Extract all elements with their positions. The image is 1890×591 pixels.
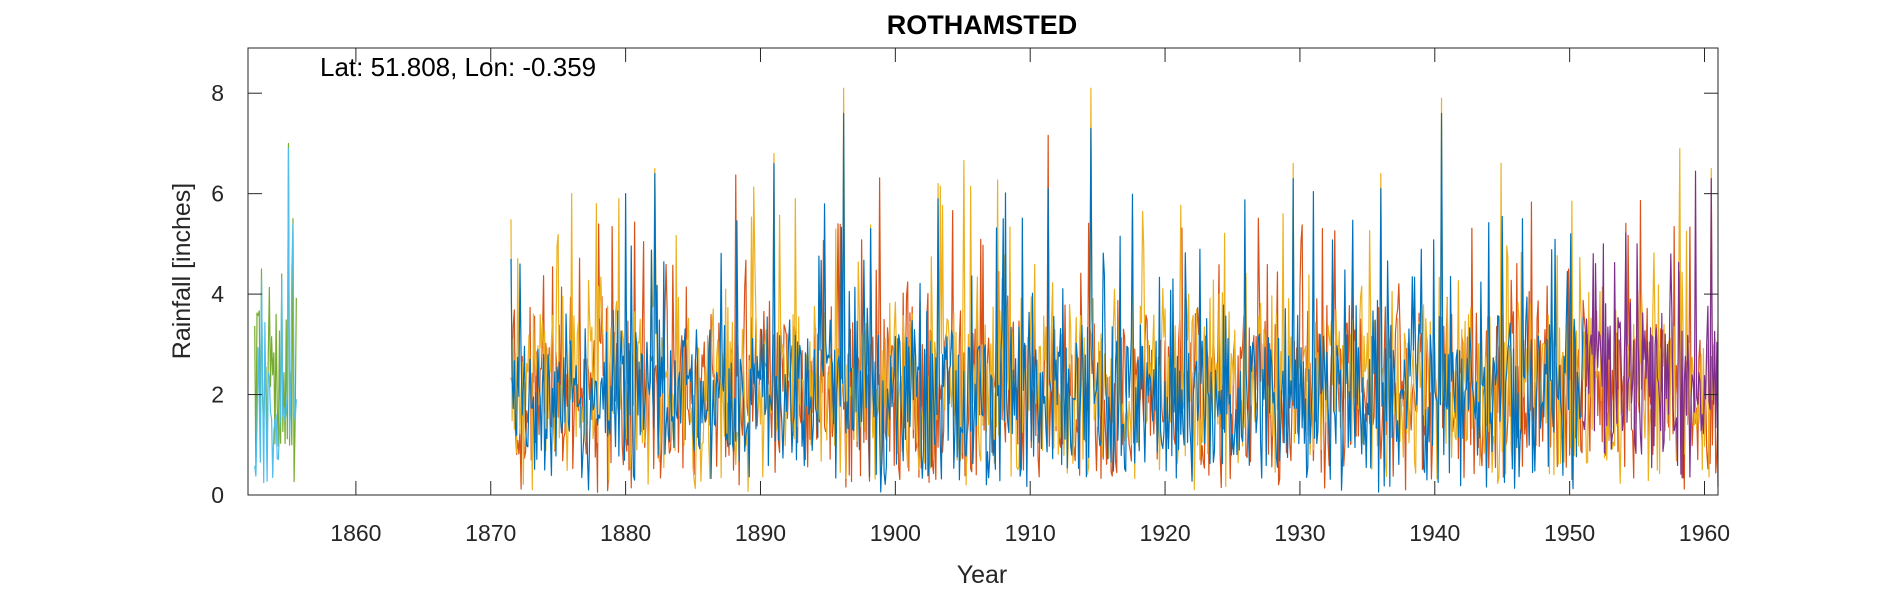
x-tick-label: 1880 bbox=[600, 520, 651, 546]
x-axis-label: Year bbox=[957, 561, 1008, 589]
x-tick-label: 1960 bbox=[1679, 520, 1730, 546]
series-line-2 bbox=[510, 134, 1719, 493]
series-layer bbox=[254, 87, 1719, 493]
chart-title: ROTHAMSTED bbox=[887, 10, 1078, 40]
series-line-1 bbox=[254, 147, 297, 484]
x-tick-label: 1940 bbox=[1409, 520, 1460, 546]
y-tick-label: 0 bbox=[211, 482, 224, 508]
y-tick-label: 6 bbox=[211, 181, 224, 207]
series-line-3 bbox=[510, 87, 1719, 492]
y-tick-label: 4 bbox=[211, 281, 224, 307]
y-axis-label: Rainfall [inches] bbox=[168, 183, 196, 359]
x-axis: 1860 1870 1880 1890 1900 1910 1920 1930 1940 1950… bbox=[330, 48, 1730, 546]
y-tick-label: 8 bbox=[211, 80, 224, 106]
x-tick-label: 1890 bbox=[735, 520, 786, 546]
x-tick-label: 1910 bbox=[1005, 520, 1056, 546]
y-tick-label: 2 bbox=[211, 382, 224, 408]
series-line-5 bbox=[1582, 170, 1719, 487]
y-axis: 0 2 4 6 8 bbox=[211, 80, 1718, 508]
plot-area-box bbox=[247, 47, 1719, 496]
series-line-4 bbox=[510, 112, 1584, 493]
x-tick-label: 1900 bbox=[870, 520, 921, 546]
location-annotation: Lat: 51.808, Lon: -0.359 bbox=[320, 52, 596, 82]
x-tick-label: 1870 bbox=[465, 520, 516, 546]
x-tick-label: 1920 bbox=[1139, 520, 1190, 546]
x-tick-label: 1860 bbox=[330, 520, 381, 546]
x-tick-label: 1930 bbox=[1274, 520, 1325, 546]
x-tick-label: 1950 bbox=[1544, 520, 1595, 546]
